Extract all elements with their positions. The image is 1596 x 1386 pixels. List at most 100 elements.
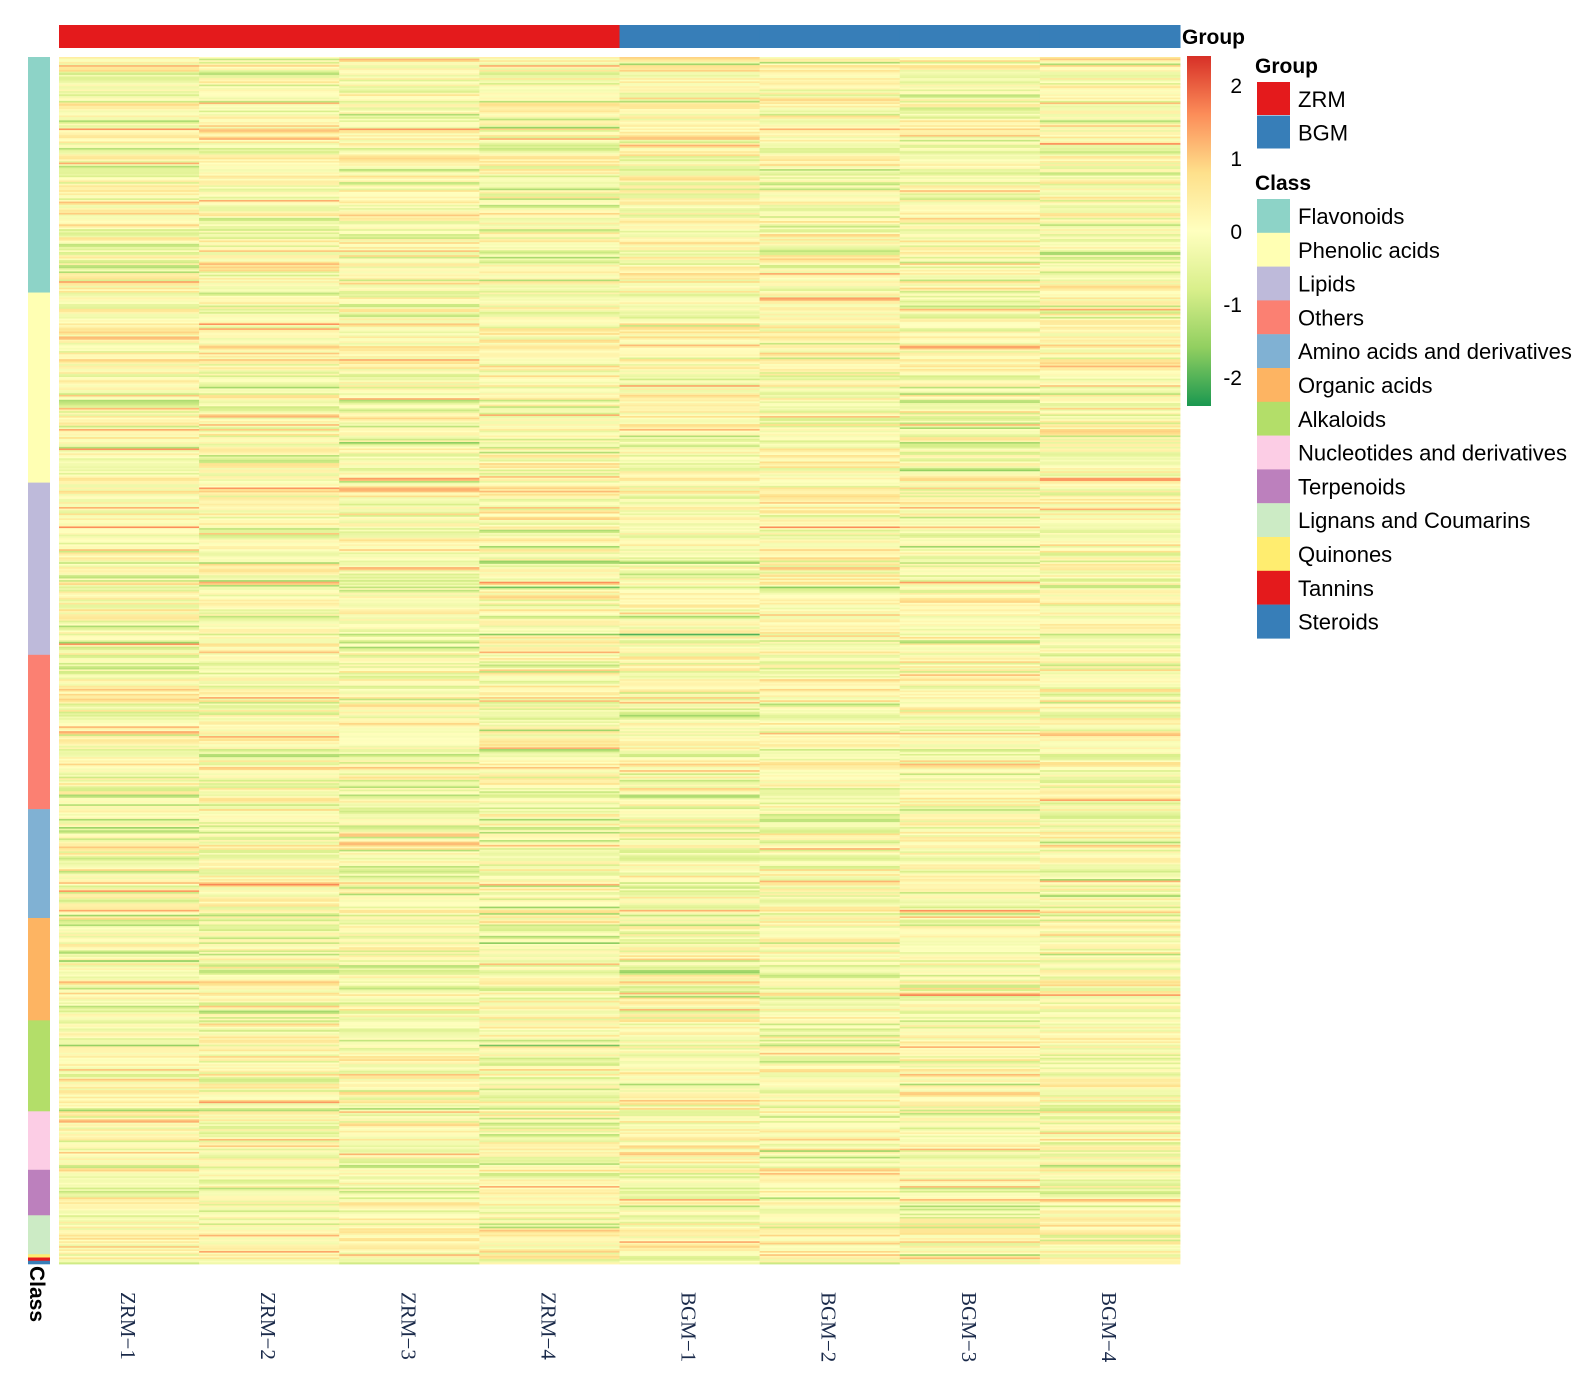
heatmap-cell <box>199 1077 340 1080</box>
heatmap-cell <box>619 1155 761 1158</box>
heatmap-cell <box>619 627 761 630</box>
heatmap-cell <box>199 352 340 355</box>
heatmap-cell <box>479 1251 620 1254</box>
heatmap-cell <box>899 636 1041 639</box>
heatmap-cell <box>59 726 200 729</box>
heatmap-cell <box>59 289 200 292</box>
heatmap-cell <box>59 554 200 557</box>
heatmap-cell <box>619 260 761 263</box>
heatmap-cell <box>619 781 761 784</box>
heatmap-cell <box>59 263 200 266</box>
heatmap-cell <box>339 69 480 73</box>
heatmap-cell <box>59 433 200 436</box>
heatmap-cell <box>339 1249 480 1252</box>
heatmap-cell <box>339 1054 480 1057</box>
heatmap-cell <box>59 789 200 792</box>
heatmap-cell <box>759 292 901 295</box>
heatmap-cell <box>59 1072 200 1075</box>
heatmap-cell <box>199 1012 340 1015</box>
heatmap-cell <box>59 386 200 389</box>
heatmap-cell <box>199 391 340 394</box>
heatmap-cell <box>759 1091 901 1094</box>
heatmap-cell <box>759 633 901 636</box>
heatmap-cell <box>199 375 340 378</box>
heatmap-cell <box>339 645 480 648</box>
heatmap-cell <box>619 1135 761 1138</box>
heatmap-cell <box>479 412 620 415</box>
heatmap-cell <box>199 450 340 453</box>
heatmap-cell <box>339 1036 480 1039</box>
heatmap-cell <box>759 932 901 935</box>
heatmap-cell <box>339 375 480 378</box>
heatmap-cell <box>199 81 340 84</box>
heatmap-cell <box>759 1034 901 1037</box>
heatmap-cell <box>199 1069 340 1072</box>
heatmap-cell <box>339 279 480 282</box>
heatmap-cell <box>899 144 1041 147</box>
heatmap-cell <box>339 303 480 306</box>
heatmap-cell <box>899 300 1041 303</box>
heatmap-cell <box>59 1161 200 1164</box>
heatmap-cell <box>619 1181 761 1184</box>
heatmap-cell <box>619 916 761 919</box>
heatmap-cell <box>619 430 761 433</box>
heatmap-cell <box>759 430 901 433</box>
heatmap-cell <box>619 513 761 516</box>
heatmap-cell <box>759 360 901 363</box>
heatmap-cell <box>479 419 620 422</box>
heatmap-cell <box>339 282 480 285</box>
heatmap-cell <box>339 987 480 990</box>
heatmap-cell <box>479 307 620 310</box>
heatmap-cell <box>199 1244 340 1247</box>
heatmap-cell <box>619 328 761 331</box>
heatmap-cell <box>339 134 480 137</box>
heatmap-cell <box>59 687 200 690</box>
heatmap-cell <box>199 887 340 890</box>
heatmap-cell <box>339 1134 480 1137</box>
heatmap-cell <box>759 362 901 365</box>
heatmap-cell <box>199 1054 340 1057</box>
heatmap-cell <box>619 175 761 178</box>
heatmap-cell <box>59 414 200 417</box>
heatmap-cell <box>759 680 901 683</box>
heatmap-cell <box>759 584 901 587</box>
heatmap-cell <box>759 1199 901 1202</box>
heatmap-cell <box>59 206 200 209</box>
heatmap-cell <box>759 290 901 293</box>
heatmap-cell <box>339 1041 480 1044</box>
heatmap-cell <box>619 903 761 906</box>
heatmap-cell <box>479 942 620 945</box>
heatmap-cell <box>59 329 200 332</box>
heatmap-cell <box>339 802 480 805</box>
heatmap-cell <box>899 513 1041 516</box>
heatmap-cell <box>59 419 200 422</box>
heatmap-cell <box>619 1236 761 1239</box>
heatmap-cell <box>479 1182 620 1185</box>
heatmap-cell <box>199 240 340 243</box>
heatmap-cell <box>619 143 761 146</box>
heatmap-cell <box>59 209 200 212</box>
heatmap-cell <box>759 706 901 709</box>
heatmap-cell <box>59 784 200 787</box>
heatmap-cell <box>479 1077 620 1080</box>
heatmap-cell <box>899 758 1041 761</box>
heatmap-cell <box>619 653 761 656</box>
heatmap-cell <box>339 783 480 786</box>
heatmap-cell <box>899 615 1041 618</box>
heatmap-cell <box>479 107 620 110</box>
heatmap-cell <box>899 610 1041 613</box>
heatmap-cell <box>759 128 901 131</box>
heatmap-cell <box>479 126 620 129</box>
heatmap-cell <box>59 541 200 544</box>
heatmap-cell <box>199 463 340 466</box>
heatmap-cell <box>759 635 901 638</box>
heatmap-cell <box>759 1246 901 1249</box>
heatmap-cell <box>619 1005 761 1008</box>
heatmap-cell <box>899 612 1041 615</box>
heatmap-cell <box>59 986 200 989</box>
heatmap-cell <box>619 1052 761 1055</box>
heatmap-cell <box>199 654 340 657</box>
heatmap-cell <box>619 601 761 604</box>
heatmap-cell <box>759 274 901 277</box>
heatmap-cell <box>619 838 761 841</box>
